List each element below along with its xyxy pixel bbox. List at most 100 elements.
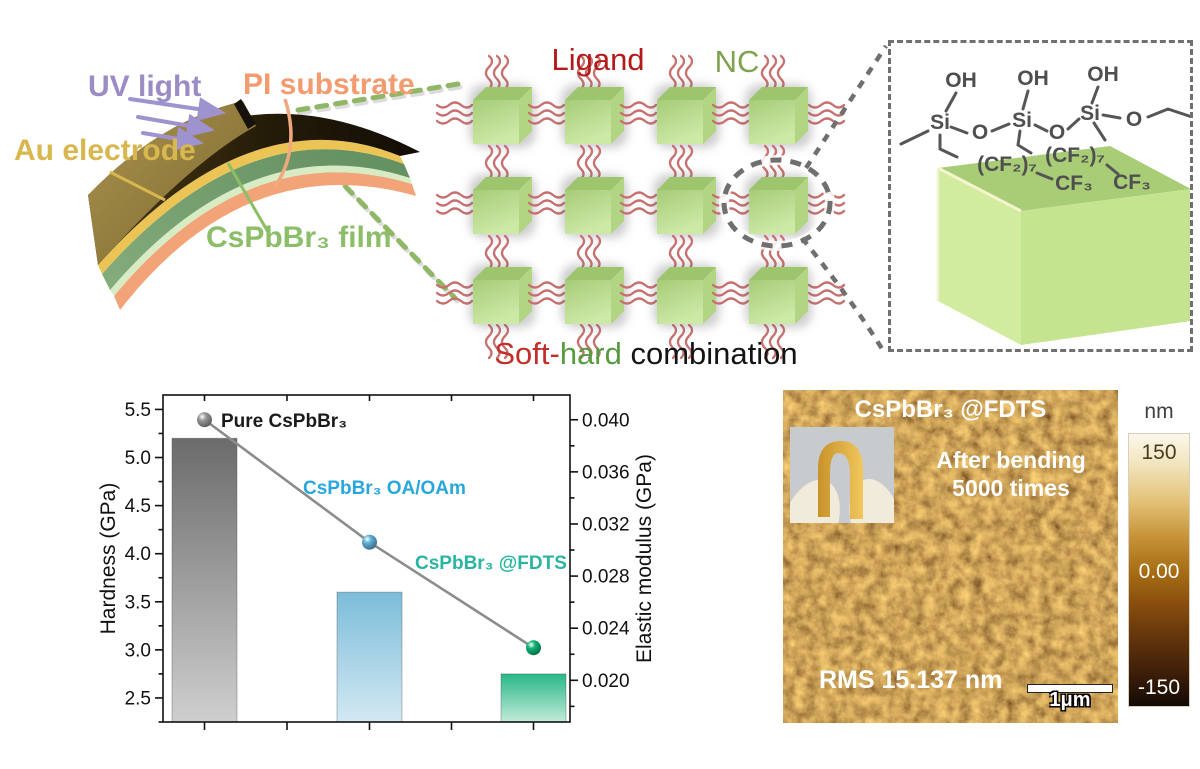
ytick-left: 4.5	[125, 496, 151, 517]
ligand-bundle	[435, 191, 474, 215]
bar-0	[171, 437, 238, 723]
fdts-atom-12: CF₃	[1113, 171, 1151, 194]
highlight-circle	[721, 157, 833, 249]
ytick-right: 0.028	[582, 567, 630, 588]
film-edge-highlight	[110, 165, 412, 296]
afm-colorbar: 150 0.00 -150	[1128, 433, 1190, 707]
nanocube	[561, 264, 628, 328]
colorbar-max: 150	[1141, 441, 1177, 464]
ligand-label: Ligand	[551, 42, 644, 77]
nanocube-grid	[435, 54, 846, 360]
caption-hard: hard	[560, 336, 622, 371]
ytick-left: 3.5	[125, 592, 151, 613]
ylabel-left: Hardness (GPa)	[97, 483, 120, 635]
device-stack	[88, 99, 420, 310]
afm-scalebar-label: 1μm	[1049, 689, 1091, 711]
colorbar-unit: nm	[1144, 400, 1174, 423]
hardness-modulus-chart: 2.5 3.0 3.5 4.0 4.5 5.0 5.5 0.020 0.024 0.028 0.03…	[95, 385, 675, 755]
ytick-right: 0.040	[582, 410, 630, 431]
au-electrode-label: Au electrode	[14, 134, 196, 167]
electrode-gap-strip	[234, 99, 256, 129]
ligand-bundle	[807, 281, 846, 305]
fdts-atom-3: Si	[930, 111, 950, 134]
fdts-atom-0: OH	[945, 69, 977, 92]
pi-leader-line	[272, 98, 293, 190]
ytick-left: 5.0	[125, 448, 151, 469]
colorbar-min: -150	[1137, 676, 1181, 699]
nc-array-diagram: Ligand NC Soft-hard combination	[435, 42, 888, 371]
fdts-atom-2: OH	[1087, 63, 1119, 86]
ytick-right: 0.032	[582, 514, 630, 535]
fdts-atom-8: O	[1126, 108, 1142, 131]
ytick-right: 0.036	[582, 462, 630, 483]
data-point-1	[362, 534, 377, 550]
nanocube	[561, 174, 628, 238]
nanocube	[561, 84, 628, 148]
ligand-bundle	[435, 101, 474, 125]
ytick-right: 0.020	[582, 671, 630, 692]
uv-arrows	[128, 97, 226, 151]
pi-substrate-layer	[114, 172, 416, 310]
film-leader-line	[226, 162, 270, 233]
ytick-left: 5.5	[125, 400, 151, 421]
fdts-cube-left	[938, 168, 1021, 345]
fdts-cube-right	[1021, 189, 1191, 345]
ytick-left: 3.0	[125, 640, 151, 661]
ytick-left: 2.5	[125, 688, 151, 709]
fdts-bonds	[899, 85, 1194, 181]
fdts-cube-top	[938, 146, 1191, 211]
au-electrode-face	[88, 101, 256, 265]
cube-edge-highlight	[937, 166, 1022, 213]
colorbar-mid: 0.00	[1138, 560, 1180, 583]
afm-bending-line1: After bending	[936, 447, 1086, 473]
fdts-atom-5: Si	[1080, 102, 1100, 125]
au-layer-stripe	[98, 139, 404, 274]
ylabel-right: Elastic modulus (GPa)	[633, 454, 656, 663]
nanocube	[745, 174, 812, 238]
afm-title: CsPbBr₃ @FDTS	[854, 396, 1047, 423]
caption-rest: combination	[622, 336, 798, 371]
cspbbr3-film-layer	[102, 149, 410, 290]
point-label-0: Pure CsPbBr₃	[221, 411, 347, 432]
cspbbr3-film-label: CsPbBr₃ film	[206, 221, 392, 254]
nanocube	[469, 84, 536, 148]
fdts-atom-7: O	[1049, 121, 1065, 144]
nanocube	[745, 264, 812, 328]
ytick-left: 4.0	[125, 544, 151, 565]
pi-substrate-label: PI substrate	[243, 68, 415, 101]
fdts-structure-panel: OH OH OH Si Si Si O O O (CF₂)₇ (CF₂)₇ CF₃ CF₃	[888, 40, 1194, 352]
afm-scalebar	[1027, 684, 1113, 693]
device-schematic: UV light PI substrate Au electrode CsPbB…	[14, 68, 463, 310]
point-label-2: CsPbBr₃ @FDTS	[415, 553, 567, 574]
nc-label: NC	[715, 44, 760, 79]
afm-rms-label: RMS 15.137 nm	[819, 666, 1003, 694]
data-point-2	[526, 640, 541, 656]
nanocube	[653, 84, 720, 148]
au-leader-line	[109, 170, 166, 202]
ligand-bundle	[807, 101, 846, 125]
nanocube	[469, 174, 536, 238]
nanocube	[653, 264, 720, 328]
bar-2	[500, 673, 567, 723]
ligand-bundle	[435, 281, 474, 305]
caption-soft: Soft-	[494, 336, 559, 371]
fdts-atom-6: O	[972, 121, 988, 144]
fdts-atom-1: OH	[1017, 67, 1049, 90]
afm-bending-annotation: After bending 5000 times	[911, 446, 1111, 502]
afm-bending-line2: 5000 times	[952, 475, 1070, 501]
fdts-atom-10: (CF₂)₇	[1045, 144, 1105, 167]
fdts-atom-4: Si	[1012, 109, 1032, 132]
nanocube	[653, 174, 720, 238]
nanocube	[469, 264, 536, 328]
fdts-atom-9: (CF₂)₇	[977, 153, 1037, 176]
afm-image: CsPbBr₃ @FDTS After bending 5000 times R…	[783, 390, 1118, 723]
ytick-right: 0.024	[582, 619, 630, 640]
zoom-connector-gray-bottom	[800, 236, 886, 354]
bent-film	[818, 441, 863, 519]
bent-film-photo	[790, 427, 894, 523]
soft-hard-caption: Soft-hard combination	[494, 336, 797, 371]
fdts-atom-11: CF₃	[1055, 172, 1093, 195]
